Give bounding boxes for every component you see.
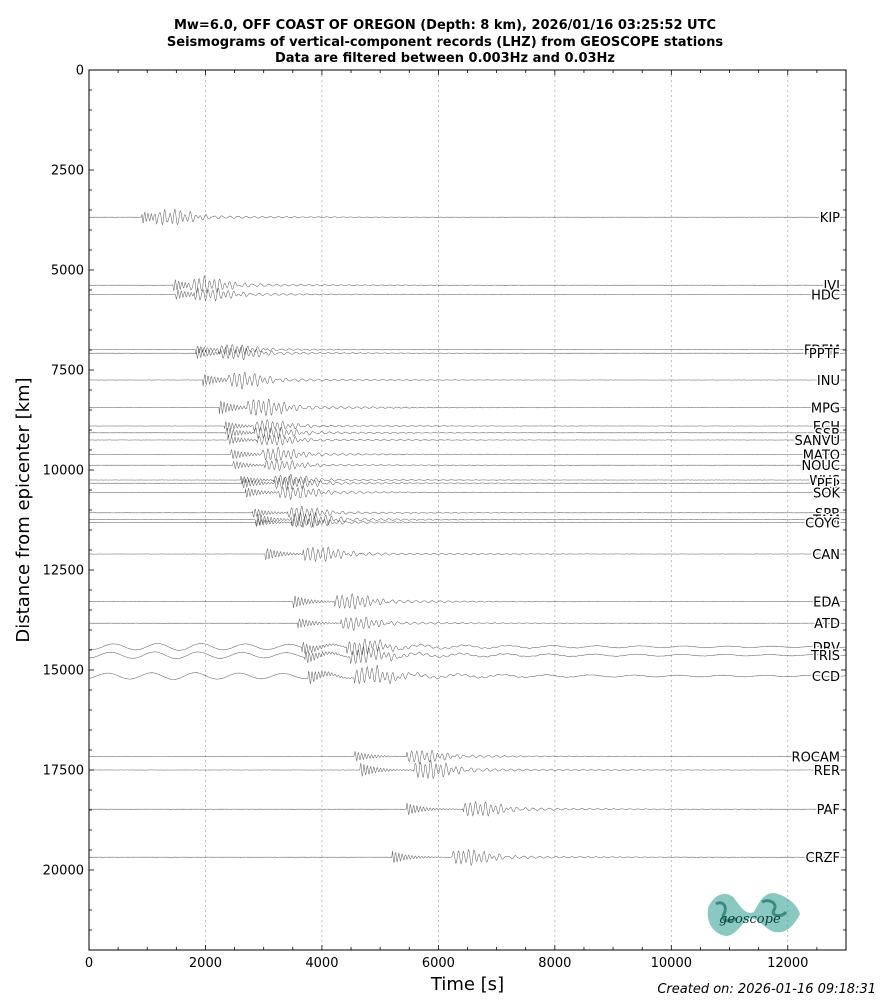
trace-ech [89, 418, 847, 434]
y-axis-label: Distance from epicenter [km] [13, 377, 34, 642]
trace-sanvu [88, 434, 846, 446]
trace-rocam [88, 749, 846, 765]
y-tick-label-8: 20000 [43, 864, 84, 879]
trace-spb [89, 505, 847, 520]
trace-kip [89, 208, 846, 226]
y-tick-label-0: 0 [76, 64, 84, 79]
station-label-eda: EDA [813, 596, 840, 611]
station-label-mpg: MPG [811, 402, 840, 417]
y-tick-label-4: 10000 [43, 464, 84, 479]
station-label-fdfm: FDFM [804, 344, 840, 359]
station-label-coyc: COYC [805, 516, 840, 531]
station-label-kip: KIP [820, 211, 840, 226]
station-label-atd: ATD [814, 617, 840, 632]
station-label-crzf: CRZF [806, 851, 841, 866]
x-tick-label-4: 8000 [538, 956, 571, 971]
x-tick-label-3: 6000 [422, 956, 455, 971]
logo-text: geoscope [719, 912, 781, 927]
geoscope-logo-icon [707, 893, 800, 936]
chart-title-line-3: Data are filtered between 0.003Hz and 0.… [274, 51, 616, 66]
trace-coyc [88, 516, 847, 528]
station-label-hdc: HDC [811, 288, 840, 303]
trace-drv [88, 638, 847, 656]
created-timestamp: Created on: 2026-01-16 09:18:31 [657, 982, 876, 997]
trace-mato [89, 446, 847, 461]
plot-frame [88, 69, 847, 951]
station-label-ccd: CCD [812, 670, 840, 685]
x-tick-label-1: 2000 [189, 956, 222, 971]
y-tick-label-5: 12500 [43, 564, 84, 579]
trace-inu [89, 371, 847, 390]
chart-title-line-2: Seismograms of vertical-component record… [166, 35, 724, 50]
station-label-tam: TAM [812, 514, 840, 529]
x-tick-label-2: 4000 [305, 956, 338, 971]
station-label-inu: INU [817, 374, 840, 389]
trace-atd [89, 616, 847, 631]
chart-title-line-1: Mw=6.0, OFF COAST OF OREGON (Depth: 8 km… [173, 18, 717, 33]
trace-sok [88, 484, 847, 501]
trace-crzf [88, 848, 847, 866]
station-label-ivi: IVI [823, 279, 840, 294]
station-label-tris: TRIS [810, 649, 840, 664]
station-label-ech: ECH [813, 420, 840, 435]
y-tick-label-3: 7500 [51, 364, 84, 379]
x-tick-label-6: 12000 [767, 956, 808, 971]
station-label-paf: PAF [817, 803, 840, 818]
trace-ssb [89, 426, 847, 441]
station-label-wus: WUS [809, 474, 840, 489]
station-label-nouc: NOUC [801, 459, 840, 474]
x-axis-label: Time [s] [430, 974, 504, 995]
x-tick-label-5: 10000 [651, 956, 692, 971]
trace-ccd [88, 664, 847, 685]
station-label-drv: DRV [813, 641, 840, 656]
station-label-ssb: SSB [815, 427, 840, 442]
trace-rer [88, 759, 847, 780]
trace-can [89, 546, 847, 563]
y-tick-label-6: 15000 [43, 664, 84, 679]
station-label-rocam: ROCAM [792, 750, 840, 765]
trace-hdc [89, 287, 847, 302]
y-tick-label-7: 17500 [43, 764, 84, 779]
station-label-sok: SOK [813, 486, 840, 501]
trace-tris [88, 646, 847, 665]
trace-eda [88, 593, 846, 610]
station-label-spb: SPB [815, 507, 840, 522]
trace-mpg [88, 398, 847, 417]
y-tick-label-1: 2500 [51, 164, 84, 179]
trace-fdfm [88, 343, 847, 356]
station-label-mato: MATO [803, 448, 840, 463]
y-tick-label-2: 5000 [51, 264, 84, 279]
trace-tam [88, 511, 847, 528]
station-label-pptf: PPTF [809, 347, 840, 362]
trace-pptf [88, 346, 847, 361]
x-tick-label-0: 0 [85, 956, 93, 971]
station-label-rer: RER [814, 764, 840, 779]
trace-nouc [88, 459, 847, 472]
station-label-sanvu: SANVU [794, 434, 840, 449]
trace-wus [88, 473, 847, 486]
station-label-can: CAN [812, 548, 840, 563]
station-label-pel: PEL [817, 477, 841, 492]
trace-paf [89, 800, 847, 817]
trace-ivi [88, 274, 847, 293]
trace-pel [89, 475, 847, 491]
